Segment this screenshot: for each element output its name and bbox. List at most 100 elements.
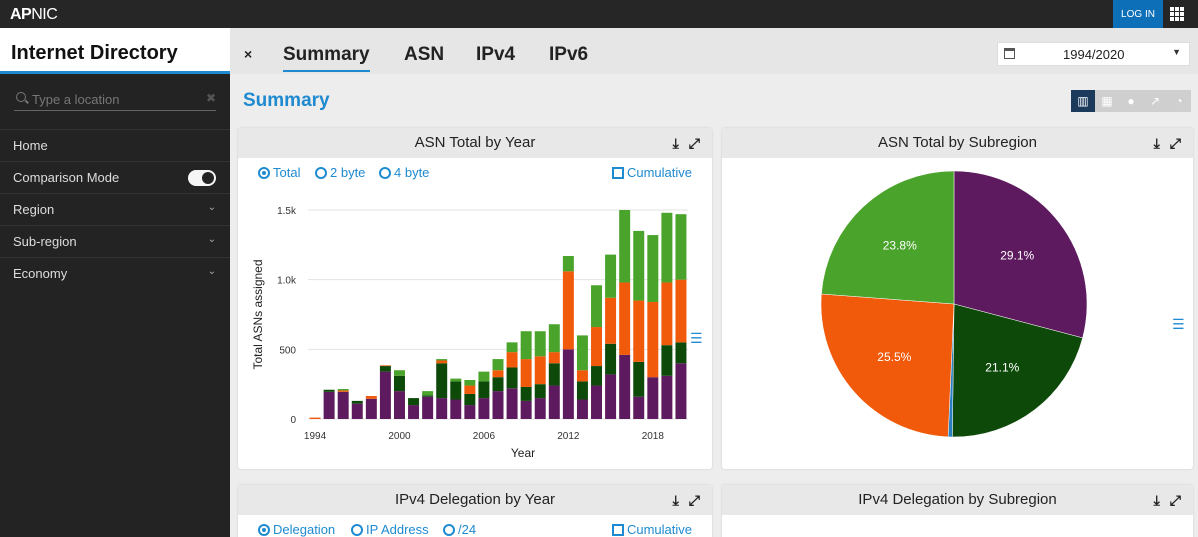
login-button[interactable]: LOG IN [1113,0,1163,28]
bar-segment[interactable] [492,377,504,392]
date-range-select[interactable]: 1994/2020 ▼ [997,42,1190,66]
bar-segment[interactable] [548,324,560,353]
bar-segment[interactable] [562,271,574,350]
apnic-logo[interactable]: APNIC [10,6,58,23]
bar-segment[interactable] [534,398,546,419]
bar-segment[interactable] [393,370,405,376]
sidebar-item-home[interactable]: Home [0,129,230,161]
bar-segment[interactable] [408,405,420,419]
bar-segment[interactable] [675,214,687,280]
grid-icon[interactable] [1170,7,1184,21]
option-2-byte[interactable]: 2 byte [315,165,365,180]
bar-segment[interactable] [478,398,490,419]
cumulative-checkbox[interactable]: Cumulative [611,522,692,537]
expand-icon[interactable]: ⤢ [1169,135,1181,151]
bar-segment[interactable] [548,363,560,386]
bar-segment[interactable] [562,349,574,419]
expand-icon[interactable]: ⤢ [688,135,700,151]
bar-segment[interactable] [548,352,560,364]
option-4-byte[interactable]: 4 byte [379,165,429,180]
bar-segment[interactable] [379,366,391,372]
globe-icon[interactable]: ● [1119,90,1143,112]
bar-segment[interactable] [506,352,518,368]
bar-segment[interactable] [422,395,434,397]
cumulative-checkbox[interactable]: Cumulative [611,165,692,180]
bar-segment[interactable] [520,359,532,387]
bar-segment[interactable] [647,301,659,378]
bar-segment[interactable] [351,400,363,404]
bar-segment[interactable] [661,345,673,376]
tab-summary[interactable]: Summary [283,44,370,72]
expand-icon[interactable]: ⤢ [688,492,700,508]
bar-segment[interactable] [337,391,349,419]
legend-list-icon[interactable]: ☰ [690,330,703,346]
pie-slice[interactable] [821,170,955,305]
bar-segment[interactable] [393,375,405,392]
bar-segment[interactable] [576,370,588,382]
tab-asn[interactable]: ASN [404,44,445,65]
bar-segment[interactable] [647,235,659,302]
bar-segment[interactable] [591,366,603,386]
bar-segment[interactable] [492,370,504,378]
bar-segment[interactable] [478,371,490,382]
bar-segment[interactable] [675,279,687,343]
bar-segment[interactable] [520,331,532,360]
bar-segment[interactable] [492,391,504,419]
bar-segment[interactable] [576,335,588,371]
bar-segment[interactable] [464,385,476,394]
bar-segment[interactable] [464,405,476,419]
sidebar-item-economy[interactable]: Economy ⌄ [0,257,230,289]
bar-segment[interactable] [605,297,617,344]
download-icon[interactable]: ⤓ [672,135,679,151]
tab-ipv6[interactable]: IPv6 [549,44,589,65]
bar-segment[interactable] [450,381,462,400]
bar-segment[interactable] [619,210,631,283]
line-chart-icon[interactable]: ↗ [1143,90,1167,112]
bar-segment[interactable] [661,282,673,346]
bar-segment[interactable] [351,403,363,419]
bar-segment[interactable] [337,389,349,391]
legend-list-icon[interactable]: ☰ [1172,316,1185,332]
pie-slice[interactable] [820,293,955,438]
bar-segment[interactable] [379,365,391,367]
bar-segment[interactable] [393,391,405,419]
clear-icon[interactable]: ✖ [205,91,216,105]
bar-segment[interactable] [576,381,588,400]
bar-segment[interactable] [591,327,603,367]
bar-segment[interactable] [464,379,476,386]
pie-slice[interactable] [952,303,1083,438]
bar-segment[interactable] [661,375,673,419]
bar-segment[interactable] [534,331,546,357]
bar-segment[interactable] [506,388,518,419]
bar-segment[interactable] [675,363,687,419]
download-icon[interactable]: ⤓ [1153,135,1160,151]
tab-ipv4[interactable]: IPv4 [476,44,516,65]
option-24[interactable]: /24 [443,522,476,537]
bar-chart-icon[interactable]: ▥ [1071,90,1095,112]
bar-segment[interactable] [605,374,617,419]
close-icon[interactable]: × [244,46,253,62]
comparison-mode-toggle[interactable] [188,170,216,186]
bar-segment[interactable] [422,391,434,396]
sidebar-item-region[interactable]: Region ⌄ [0,193,230,225]
bar-segment[interactable] [408,398,420,406]
bar-segment[interactable] [548,385,560,419]
bar-segment[interactable] [661,212,673,283]
bar-segment[interactable] [520,386,532,401]
bar-segment[interactable] [506,342,518,353]
download-icon[interactable]: ⤓ [672,492,679,508]
bar-segment[interactable] [323,389,335,392]
bar-segment[interactable] [534,356,546,385]
bar-segment[interactable] [633,230,645,301]
bar-segment[interactable] [534,384,546,399]
option-total[interactable]: Total [258,165,300,180]
bar-segment[interactable] [422,396,434,419]
bar-segment[interactable] [520,400,532,419]
location-search-input[interactable] [32,88,197,110]
bar-segment[interactable] [506,367,518,389]
bar-segment[interactable] [633,361,645,397]
bar-segment[interactable] [323,391,335,419]
bar-segment[interactable] [619,354,631,419]
pie-chart-icon[interactable]: ◔ [1167,90,1191,112]
bar-segment[interactable] [436,363,448,399]
